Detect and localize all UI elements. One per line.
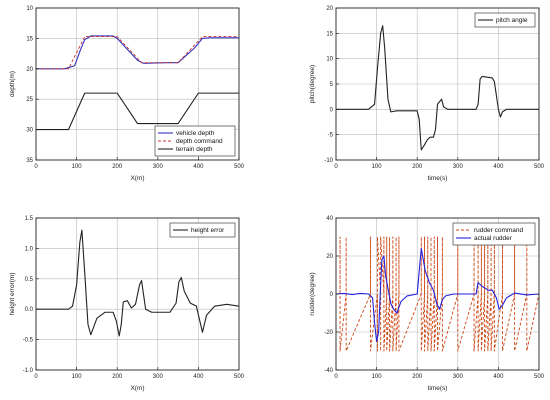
x-tick-label: 400 bbox=[493, 164, 504, 170]
y-tick-label: 20 bbox=[326, 254, 333, 260]
chart-pitch: 0 100 200 300 400 500 -10 -5 0 5 10 15 20 time(s) pitc… bbox=[309, 6, 545, 182]
legend-label: pitch angle bbox=[496, 17, 528, 24]
series-line-vehicle-depth bbox=[36, 35, 239, 70]
y-tick-label: 0 bbox=[330, 292, 334, 298]
legend-label: terrain depth bbox=[176, 146, 213, 153]
y-axis-label: depth(m) bbox=[9, 71, 16, 97]
plot-frame bbox=[35, 217, 240, 371]
y-tick-label: 0.0 bbox=[25, 307, 34, 313]
x-tick-label: 200 bbox=[412, 164, 423, 170]
x-tick-label: 300 bbox=[453, 374, 464, 380]
legend-box bbox=[169, 222, 236, 238]
x-tick-label: 200 bbox=[412, 374, 423, 380]
x-tick-label: 100 bbox=[72, 374, 83, 380]
x-axis-label: X(m) bbox=[130, 175, 144, 182]
legend-label: height error bbox=[191, 227, 225, 234]
series-line-terrain-depth bbox=[36, 92, 239, 131]
x-tick-label: 0 bbox=[334, 374, 338, 380]
x-tick-label: 500 bbox=[534, 164, 545, 170]
x-tick-label: 0 bbox=[334, 164, 338, 170]
legend-box bbox=[452, 222, 536, 246]
x-tick-label: 400 bbox=[193, 164, 204, 170]
x-tick-label: 300 bbox=[153, 164, 164, 170]
y-axis-label: rudder(degree) bbox=[309, 272, 316, 315]
legend: pitch angle bbox=[474, 12, 536, 28]
legend: height error bbox=[169, 222, 236, 238]
y-tick-label: 1.0 bbox=[25, 246, 34, 252]
legend-label: rudder command bbox=[474, 227, 524, 234]
legend-label: actual rudder bbox=[474, 235, 513, 242]
y-tick-label: -1.0 bbox=[23, 368, 34, 374]
y-tick-label: -40 bbox=[324, 368, 333, 374]
series-line-pitch-angle bbox=[336, 25, 539, 151]
x-axis-label: time(s) bbox=[428, 385, 448, 392]
series-line-actual-rudder bbox=[335, 247, 540, 343]
y-tick-label: 10 bbox=[326, 57, 333, 63]
x-tick-label: 0 bbox=[34, 164, 38, 170]
y-tick-label: 40 bbox=[326, 216, 333, 222]
y-tick-label: 20 bbox=[326, 6, 333, 12]
y-tick-label: 0 bbox=[330, 107, 334, 113]
x-tick-label: 0 bbox=[34, 374, 38, 380]
x-axis-label: time(s) bbox=[428, 175, 448, 182]
x-tick-label: 100 bbox=[372, 164, 383, 170]
x-tick-label: 300 bbox=[453, 164, 464, 170]
x-tick-label: 300 bbox=[153, 374, 164, 380]
y-tick-label: -0.5 bbox=[23, 338, 34, 344]
x-axis-label: X(m) bbox=[130, 385, 144, 392]
legend-label: vehicle depth bbox=[176, 130, 215, 137]
y-tick-label: 25 bbox=[26, 97, 33, 103]
y-tick-label: 20 bbox=[26, 67, 33, 73]
y-tick-label: 0.5 bbox=[25, 277, 34, 283]
y-tick-label: 5 bbox=[330, 82, 334, 88]
y-tick-label: -20 bbox=[324, 330, 333, 336]
y-tick-label: 15 bbox=[26, 36, 33, 42]
x-tick-label: 400 bbox=[493, 374, 504, 380]
y-tick-label: 30 bbox=[26, 128, 33, 134]
y-tick-label: 15 bbox=[326, 31, 333, 37]
x-tick-label: 400 bbox=[193, 374, 204, 380]
series-line-height-error bbox=[36, 229, 240, 337]
legend-label: depth command bbox=[176, 138, 223, 145]
y-tick-label: 10 bbox=[26, 6, 33, 12]
series-line-rudder-command bbox=[336, 236, 540, 352]
chart-depth: 0 100 200 300 400 500 10 15 20 25 30 35 X(m) depth(m)… bbox=[9, 6, 245, 182]
y-tick-label: 1.5 bbox=[25, 216, 34, 222]
x-tick-label: 200 bbox=[112, 374, 123, 380]
chart-rudder: 0 100 200 300 400 500 -40 -20 0 20 40 time(s) rudder… bbox=[309, 216, 545, 392]
x-tick-label: 500 bbox=[534, 374, 545, 380]
x-tick-label: 200 bbox=[112, 164, 123, 170]
y-axis-label: pitch(degree) bbox=[309, 65, 316, 103]
chart-height-error: 0 100 200 300 400 500 -1.0 -0.5 0.0 0.5 1.0 1.5 X(m)… bbox=[9, 216, 245, 392]
x-tick-label: 500 bbox=[234, 374, 245, 380]
x-tick-label: 100 bbox=[72, 164, 83, 170]
x-tick-label: 100 bbox=[372, 374, 383, 380]
x-tick-label: 500 bbox=[234, 164, 245, 170]
legend-box bbox=[474, 12, 536, 28]
y-tick-label: -5 bbox=[328, 133, 334, 139]
y-tick-label: -10 bbox=[324, 158, 333, 164]
plot-frame bbox=[35, 7, 240, 161]
y-tick-label: 35 bbox=[26, 158, 33, 164]
y-axis-label: height error(m) bbox=[9, 273, 16, 316]
